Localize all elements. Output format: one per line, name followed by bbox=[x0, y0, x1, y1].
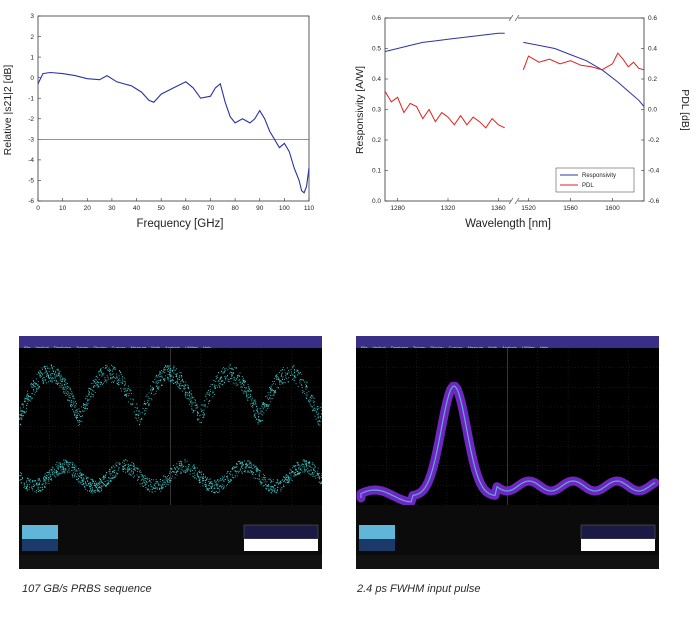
s21-x-tick-label: 80 bbox=[231, 205, 239, 212]
scope-menu-item[interactable]: Trigger bbox=[413, 342, 426, 354]
scope-status-panel bbox=[19, 505, 322, 569]
s21-x-tick-label: 10 bbox=[59, 205, 67, 212]
s21-y-tick-label: -1 bbox=[28, 95, 34, 102]
scope-menu-item[interactable]: Analysis bbox=[502, 342, 517, 354]
scope-screen bbox=[356, 348, 659, 505]
s21-x-axis-label: Frequency [GHz] bbox=[137, 218, 224, 230]
s21-y-tick-label: -4 bbox=[28, 157, 34, 164]
s21-x-tick-label: 30 bbox=[108, 205, 116, 212]
s21-x-tick-label: 100 bbox=[279, 205, 290, 212]
scope-menu-item[interactable]: Trigger bbox=[76, 342, 89, 354]
s21-y-tick-label: 1 bbox=[30, 54, 34, 61]
scope-menu-item[interactable]: Measure bbox=[468, 342, 484, 354]
scope-menu-item[interactable]: Measure bbox=[131, 342, 147, 354]
eye-diagram-trace bbox=[19, 364, 322, 494]
s21-x-tick-label: 90 bbox=[256, 205, 264, 212]
scope-menu-item[interactable]: Cursors bbox=[112, 342, 126, 354]
scope-menu-bar: FileVerticalTimebaseTriggerDisplayCursor… bbox=[19, 336, 322, 350]
scope-menu-item[interactable]: Timebase bbox=[391, 342, 408, 354]
s21-x-tick-label: 40 bbox=[133, 205, 141, 212]
s21-series-line bbox=[37, 71, 310, 194]
s21-y-tick-label: -6 bbox=[28, 198, 34, 205]
caption-pulse: 2.4 ps FWHM input pulse bbox=[357, 583, 481, 595]
scope-menu-item[interactable]: Help bbox=[540, 342, 548, 354]
s21-plot-frame bbox=[37, 15, 310, 202]
s21-x-tick-label: 20 bbox=[84, 205, 92, 212]
pulse-trace-core bbox=[360, 385, 656, 503]
s21-y-tick-label: 0 bbox=[30, 75, 34, 82]
scope-menu-item[interactable]: File bbox=[24, 342, 30, 354]
s21-x-tick-label: 110 bbox=[304, 205, 315, 212]
s21-x-tick-label: 0 bbox=[36, 205, 40, 212]
scope-menu-item[interactable]: Math bbox=[151, 342, 160, 354]
s21-y-tick-label: -5 bbox=[28, 178, 34, 185]
scope-menu-item[interactable]: Help bbox=[203, 342, 211, 354]
scope-menu-item[interactable]: File bbox=[361, 342, 367, 354]
s21-y-tick-label: -2 bbox=[28, 116, 34, 123]
scope-menu-item[interactable]: Display bbox=[431, 342, 444, 354]
scope-menu-item[interactable]: Display bbox=[94, 342, 107, 354]
scope-menu-item[interactable]: Math bbox=[488, 342, 497, 354]
scope-menu-item[interactable]: Analysis bbox=[165, 342, 180, 354]
caption-prbs: 107 GB/s PRBS sequence bbox=[22, 583, 152, 595]
scope-menu-item[interactable]: Vertical bbox=[372, 342, 385, 354]
scope-menu-item[interactable]: Utilities bbox=[185, 342, 198, 354]
scope-menu-item[interactable]: Timebase bbox=[54, 342, 71, 354]
s21-y-tick-label: 2 bbox=[30, 34, 34, 41]
scope-menu-item[interactable]: Cursors bbox=[449, 342, 463, 354]
scope-menu-item[interactable]: Utilities bbox=[522, 342, 535, 354]
scope-status-panel bbox=[356, 505, 659, 569]
s21-y-tick-label: 3 bbox=[30, 13, 34, 20]
s21-y-tick-label: -3 bbox=[28, 137, 34, 144]
pulse-trace bbox=[356, 381, 659, 505]
s21-y-axis-label: Relative |s21|2 [dB] bbox=[2, 65, 14, 156]
scope-menu-bar: FileVerticalTimebaseTriggerDisplayCursor… bbox=[356, 336, 659, 350]
s21-x-tick-label: 50 bbox=[158, 205, 166, 212]
scope-screen bbox=[19, 348, 322, 505]
scope-pulse: File Vertical Timebase Trigger Display Cursor… bbox=[356, 336, 659, 569]
s21-x-tick-label: 60 bbox=[182, 205, 190, 212]
s21-x-tick-label: 70 bbox=[207, 205, 215, 212]
scope-menu-item[interactable]: Vertical bbox=[35, 342, 48, 354]
scope-eye-diagram: File Vertical Timebase Trigger Display Cursor… bbox=[19, 336, 322, 569]
